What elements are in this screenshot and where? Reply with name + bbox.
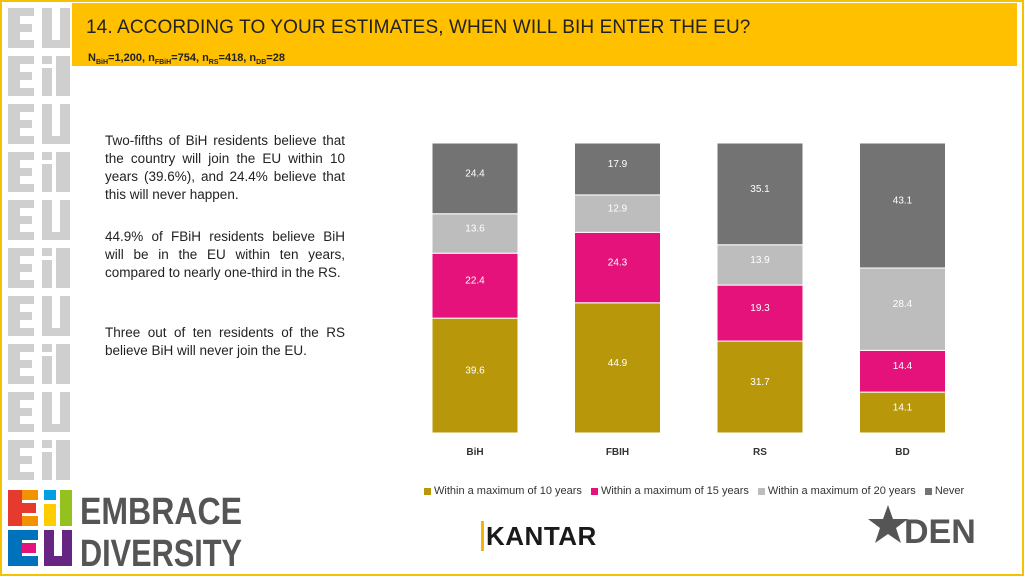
summary-paragraph-2: 44.9% of FBiH residents believe BiH will… (105, 229, 345, 280)
data-label-fbih-0: 44.9 (608, 358, 628, 369)
data-label-bd-0: 14.1 (893, 403, 913, 414)
summary-paragraph-3: Three out of ten residents of the RS bel… (105, 325, 345, 358)
bar-segment-rs-2 (716, 244, 804, 286)
side-pattern (8, 8, 70, 480)
legend-label-3: Never (934, 485, 965, 497)
category-label-bih: BiH (466, 447, 483, 458)
stacked-bar-chart: 39.6 22.4 13.6 24.4 BiH 44.9 24.3 12.9 17.9 FBIH 3… (431, 142, 946, 458)
category-label-bd: BD (895, 447, 909, 458)
data-label-bih-2: 13.6 (465, 223, 485, 234)
data-label-rs-3: 35.1 (750, 184, 770, 195)
legend-item-2: Within a maximum of 20 years (757, 485, 916, 497)
data-label-fbih-2: 12.9 (608, 204, 628, 215)
legend-label-0: Within a maximum of 10 years (434, 485, 582, 497)
bar-segment-bih-0 (431, 317, 519, 434)
diversity-text: DIVERSITY (80, 533, 242, 570)
legend-item-3: Never (924, 485, 965, 497)
bar-segment-bih-3 (431, 142, 519, 215)
den-logo: DEN (868, 505, 976, 551)
legend-item-0: Within a maximum of 10 years (424, 485, 582, 497)
kantar-logo: KANTAR (481, 521, 597, 552)
legend-swatch-2 (757, 487, 765, 495)
legend-swatch-3 (924, 487, 932, 495)
data-label-bd-3: 43.1 (893, 195, 913, 206)
data-label-bd-1: 14.4 (893, 361, 913, 372)
bar-segment-rs-0 (716, 340, 804, 434)
data-label-rs-1: 19.3 (750, 303, 770, 314)
data-label-bih-0: 39.6 (465, 366, 485, 377)
data-label-bd-2: 28.4 (893, 299, 913, 310)
sample-size: NBiH=1,200, nFBiH=754, nRS=418, nDB=28 (88, 52, 285, 67)
legend-swatch-1 (590, 487, 598, 495)
data-label-fbih-3: 17.9 (608, 159, 628, 170)
category-label-fbih: FBIH (606, 447, 629, 458)
data-label-fbih-1: 24.3 (608, 258, 628, 269)
page-title: 14. ACCORDING TO YOUR ESTIMATES, WHEN WI… (86, 17, 751, 38)
chart-legend: Within a maximum of 10 years Within a max… (424, 485, 964, 497)
bar-segment-fbih-1 (574, 231, 661, 304)
legend-label-1: Within a maximum of 15 years (600, 485, 749, 497)
bar-segment-rs-3 (716, 142, 804, 246)
legend-item-1: Within a maximum of 15 years (590, 485, 749, 497)
bar-segment-bd-3 (859, 142, 946, 269)
bar-segment-fbih-0 (574, 302, 661, 434)
bar-segment-bd-2 (859, 267, 946, 351)
legend-swatch-0 (424, 487, 431, 495)
header-bar: 14. ACCORDING TO YOUR ESTIMATES, WHEN WI… (72, 3, 1017, 66)
data-label-rs-2: 13.9 (750, 255, 770, 266)
bar-segment-bd-0 (859, 391, 946, 434)
data-label-bih-3: 24.4 (465, 168, 485, 179)
category-label-rs: RS (753, 447, 767, 458)
embrace-text: EMBRACE (80, 491, 242, 533)
den-text: DEN (904, 513, 976, 551)
data-label-bih-1: 22.4 (465, 276, 485, 287)
bar-segment-rs-1 (716, 284, 804, 342)
summary-paragraph-1: Two-fifths of BiH residents believe that… (105, 133, 345, 202)
bar-segment-bih-1 (431, 252, 519, 319)
legend-label-2: Within a maximum of 20 years (767, 485, 916, 497)
bar-segment-bih-2 (431, 213, 519, 254)
data-label-rs-0: 31.7 (750, 377, 770, 388)
bar-segment-fbih-3 (574, 142, 661, 196)
bar-segment-fbih-2 (574, 194, 661, 233)
embrace-diversity-logo: EMBRACE DIVERSITY (8, 490, 242, 570)
